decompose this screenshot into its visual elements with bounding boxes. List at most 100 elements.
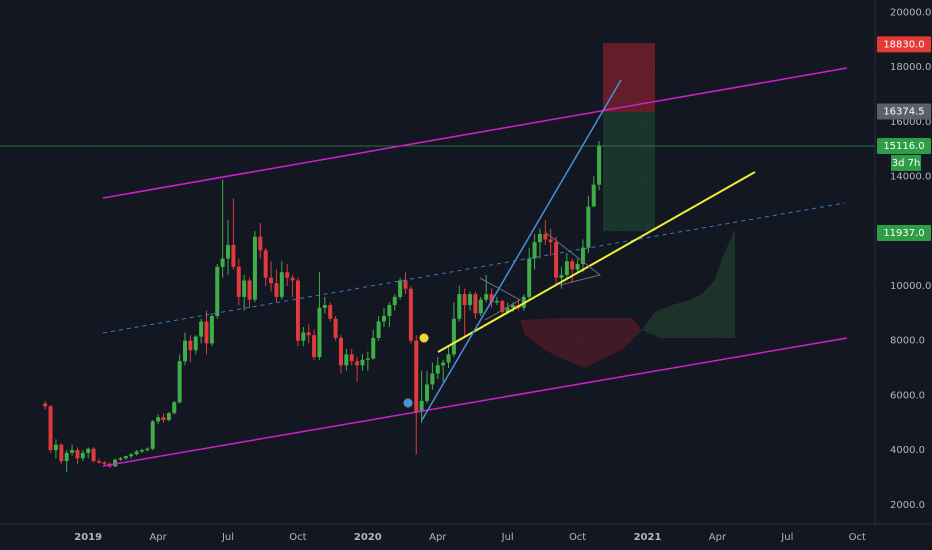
candle-body	[408, 288, 413, 341]
candle-body	[263, 250, 268, 278]
candle-body	[349, 354, 354, 362]
candle-body	[274, 283, 279, 297]
candle-body	[505, 307, 510, 312]
candle-body	[91, 448, 96, 462]
candle-body	[80, 452, 85, 459]
candle-body	[306, 332, 311, 336]
x-tick-label: Jul	[501, 532, 514, 543]
candle-body	[425, 384, 430, 401]
candle-body	[166, 413, 171, 421]
candle-body	[43, 403, 48, 407]
candle-body	[457, 294, 462, 319]
candle-body	[376, 321, 381, 338]
candle-body	[204, 321, 209, 344]
candle-body	[209, 316, 214, 344]
candle-body	[70, 450, 75, 453]
candle-body	[435, 365, 440, 374]
candle-body	[473, 294, 478, 314]
candle-body	[591, 184, 596, 207]
candle-body	[59, 444, 64, 462]
x-tick-label: Oct	[569, 532, 586, 543]
candle-body	[231, 244, 236, 267]
candle-body	[242, 280, 247, 297]
candle-body	[183, 340, 188, 362]
underlay	[0, 43, 875, 368]
candle-body	[398, 280, 403, 297]
candle-body	[252, 236, 257, 300]
candle-body	[236, 266, 241, 297]
ichimoku-cloud-green	[642, 230, 735, 338]
candle-body	[290, 277, 295, 281]
candle-body	[344, 354, 349, 366]
price-label: 11937.0	[883, 228, 924, 239]
candle-body	[548, 239, 553, 243]
stop-zone	[603, 43, 655, 112]
ichimoku-cloud-red	[520, 318, 642, 368]
candle-body	[220, 258, 225, 267]
candle-body	[53, 444, 58, 451]
candle-body	[123, 456, 128, 459]
alarm-icon	[402, 397, 414, 409]
candle-body	[586, 206, 591, 248]
candle-body	[446, 354, 451, 363]
candle-body	[462, 294, 467, 306]
candle-body	[172, 402, 177, 414]
candle-body	[96, 461, 101, 463]
candle-body	[301, 332, 306, 341]
y-tick-label: 14000.0	[890, 171, 931, 182]
target-zone	[603, 112, 655, 231]
candle-body	[419, 400, 424, 412]
y-tick-label: 20000.0	[890, 7, 931, 18]
candle-body	[575, 264, 580, 270]
candle-body	[333, 318, 338, 338]
candle-body	[215, 266, 220, 317]
candle-body	[403, 280, 408, 289]
x-tick-label: Oct	[289, 532, 306, 543]
candle-body	[193, 336, 198, 351]
drawings	[102, 67, 848, 467]
x-tick-label: Oct	[849, 532, 866, 543]
candle-body	[484, 294, 489, 300]
candle-body	[392, 296, 397, 306]
candle-body	[317, 307, 322, 358]
y-tick-label: 10000.0	[890, 281, 931, 292]
candle-body	[139, 450, 144, 452]
price-axis	[875, 0, 932, 550]
candle-body	[86, 448, 91, 453]
candle-body	[564, 261, 569, 275]
candle-body	[188, 340, 193, 351]
price-label: 15116.0	[883, 141, 924, 152]
candle-body	[441, 362, 446, 366]
candle-body	[312, 335, 317, 358]
trendline-yellow	[437, 171, 756, 353]
candle-body	[64, 452, 69, 462]
candle-body	[150, 421, 155, 449]
y-tick-label: 4000.0	[890, 445, 925, 456]
candle-body	[161, 417, 166, 421]
candle-body	[129, 454, 134, 457]
candle-body	[328, 305, 333, 319]
price-label-box	[877, 36, 931, 53]
channel-top	[102, 67, 848, 199]
candle-body	[494, 300, 499, 303]
candle-body	[322, 305, 327, 308]
y-tick-label: 8000.0	[890, 336, 925, 347]
candle-body	[597, 145, 602, 185]
x-tick-label: Apr	[429, 532, 447, 543]
candle-body	[414, 340, 419, 412]
candle-body	[269, 277, 274, 284]
price-label-box	[877, 137, 931, 154]
candle-body	[134, 451, 139, 455]
channel-bottom	[102, 337, 848, 467]
candle-body	[279, 272, 284, 297]
x-tick-label: Apr	[149, 532, 167, 543]
candle-body	[451, 318, 456, 355]
candle-body	[177, 361, 182, 403]
y-tick-label: 6000.0	[890, 390, 925, 401]
candle-body	[258, 236, 263, 251]
candle-body	[381, 316, 386, 322]
candle-body	[554, 242, 559, 278]
candle-body	[580, 247, 585, 265]
channel-mid	[102, 202, 846, 334]
